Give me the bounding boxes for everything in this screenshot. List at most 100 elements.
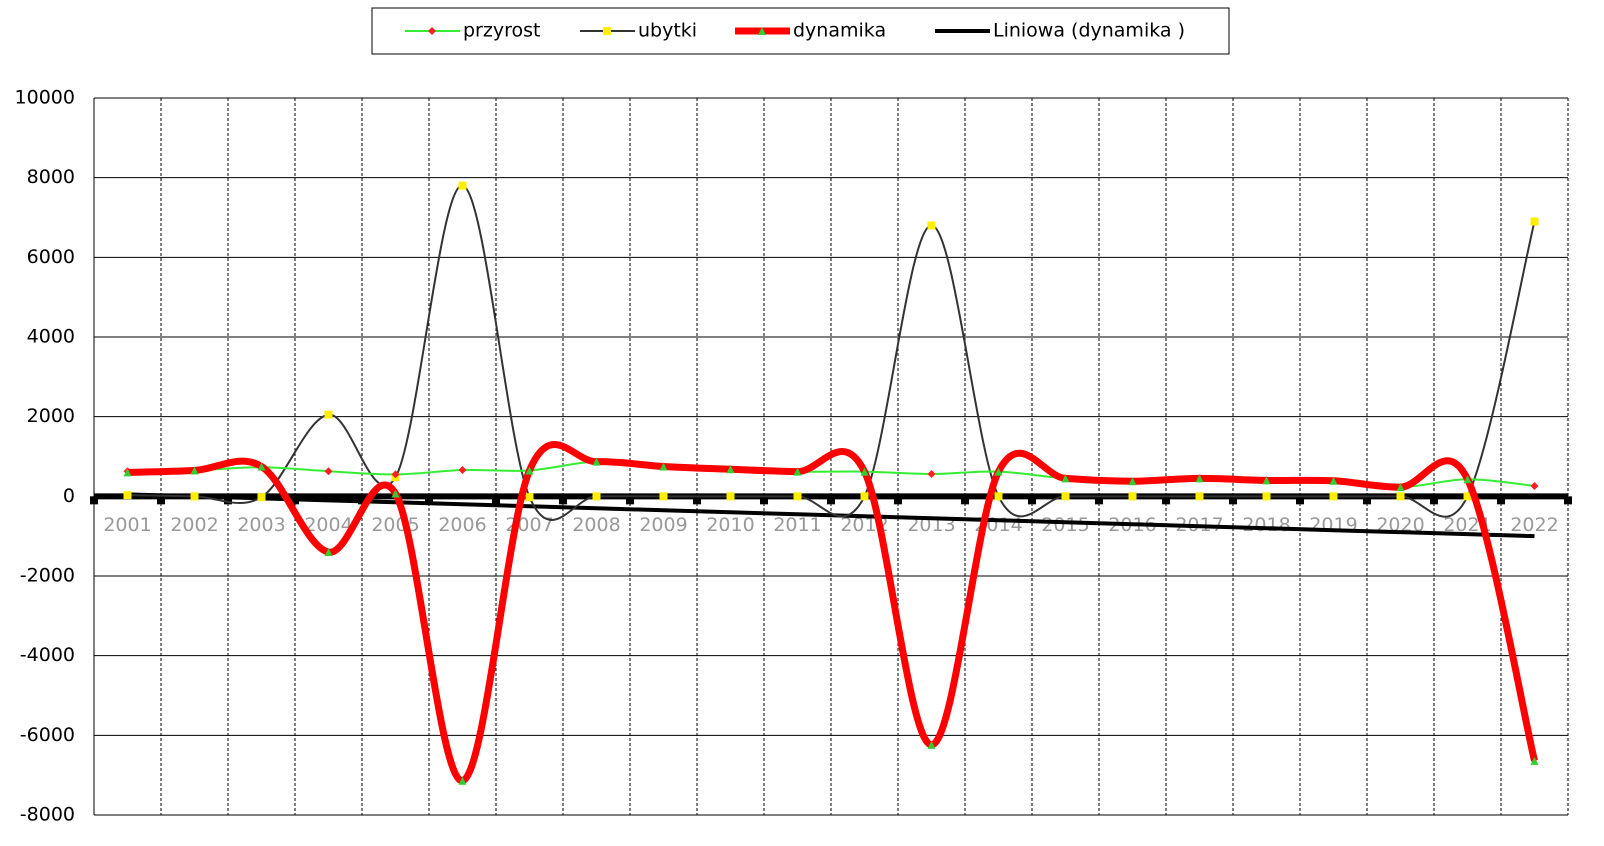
x-tick [961, 496, 969, 505]
marker [1262, 492, 1271, 501]
y-tick-label: -2000 [20, 565, 75, 587]
x-tick-label: 2001 [103, 514, 151, 536]
marker [1329, 492, 1338, 501]
marker [927, 470, 936, 479]
marker [1195, 474, 1204, 483]
marker [458, 776, 467, 785]
marker [592, 457, 601, 466]
marker [428, 27, 436, 35]
legend-label: Liniowa (dynamika ) [993, 20, 1185, 42]
x-tick [425, 496, 433, 505]
marker [994, 467, 1003, 476]
x-tick-label: 2011 [773, 514, 821, 536]
legend-label: dynamika [793, 20, 886, 42]
y-tick-label: 10000 [15, 87, 75, 109]
x-tick-label: 2009 [639, 514, 687, 536]
x-tick [693, 496, 701, 505]
y-tick-label: 4000 [27, 326, 75, 348]
marker [1128, 492, 1137, 501]
marker [927, 740, 936, 749]
legend-label: ubytki [638, 20, 697, 42]
marker [793, 492, 802, 501]
series-line [127, 492, 1535, 539]
y-tick-label: -8000 [20, 804, 75, 826]
x-tick [1430, 496, 1438, 505]
marker [1195, 492, 1204, 501]
marker [1396, 483, 1405, 492]
x-tick [1564, 496, 1572, 505]
x-tick [1162, 496, 1170, 505]
x-tick-label: 2010 [706, 514, 754, 536]
x-tick-label: 2005 [371, 514, 419, 536]
y-tick-label: -4000 [20, 644, 75, 666]
legend: przyrost ubytki dynamika Liniowa (dynamika … [405, 20, 1185, 42]
marker [1530, 756, 1539, 765]
grid: -8000 -6000 -4000 -2000 0 2000 4000 6000 8000 100… [15, 87, 1572, 826]
marker [659, 462, 668, 471]
x-tick [492, 496, 500, 505]
marker [793, 467, 802, 476]
marker [603, 27, 611, 35]
x-tick [626, 496, 634, 505]
x-tick [1229, 496, 1237, 505]
x-tick [1363, 496, 1371, 505]
legend-label: przyrost [463, 20, 540, 42]
marker [190, 492, 199, 501]
marker [123, 491, 132, 500]
marker [1329, 476, 1338, 485]
marker [257, 493, 266, 502]
series-line [127, 184, 1536, 521]
x-tick [1497, 496, 1505, 505]
marker [1530, 217, 1539, 226]
marker [525, 493, 534, 502]
marker [391, 489, 400, 498]
marker [860, 467, 869, 476]
x-tick [559, 496, 567, 505]
plot [123, 181, 1539, 785]
x-tick-label: 2003 [237, 514, 285, 536]
marker [1463, 492, 1472, 501]
x-tick-label: 2018 [1242, 514, 1290, 536]
y-tick-label: 8000 [27, 166, 75, 188]
x-tick [1095, 496, 1103, 505]
marker [726, 492, 735, 501]
marker [525, 466, 534, 475]
series-line [127, 441, 1538, 785]
marker [391, 470, 400, 479]
marker [324, 467, 333, 476]
y-tick-label: 2000 [27, 405, 75, 427]
marker [1396, 492, 1405, 501]
x-tick-label: 2008 [572, 514, 620, 536]
marker [257, 462, 266, 471]
marker [324, 410, 333, 419]
y-tick-label: -6000 [20, 724, 75, 746]
marker [458, 181, 467, 190]
x-tick-label: 2022 [1510, 514, 1558, 536]
marker [123, 468, 132, 477]
x-tick [760, 496, 768, 505]
legend-box [371, 7, 1230, 55]
marker [1128, 477, 1137, 486]
x-tick [224, 496, 232, 505]
marker [1061, 492, 1070, 501]
x-tick-label: 2002 [170, 514, 218, 536]
marker [659, 492, 668, 501]
marker [994, 492, 1003, 501]
marker [1530, 481, 1539, 490]
x-tick-label: 2015 [1041, 514, 1089, 536]
marker [1061, 474, 1070, 483]
marker [1262, 476, 1271, 485]
marker [1463, 475, 1472, 484]
marker [927, 221, 936, 230]
x-tick-label: 2004 [304, 514, 352, 536]
x-tick-label: 2006 [438, 514, 486, 536]
marker [860, 492, 869, 501]
x-tick [827, 496, 835, 505]
x-tick [90, 496, 98, 505]
marker [592, 492, 601, 501]
marker [324, 548, 333, 557]
x-tick [894, 496, 902, 505]
y-tick-label: 0 [63, 485, 75, 507]
x-tick [1028, 496, 1036, 505]
